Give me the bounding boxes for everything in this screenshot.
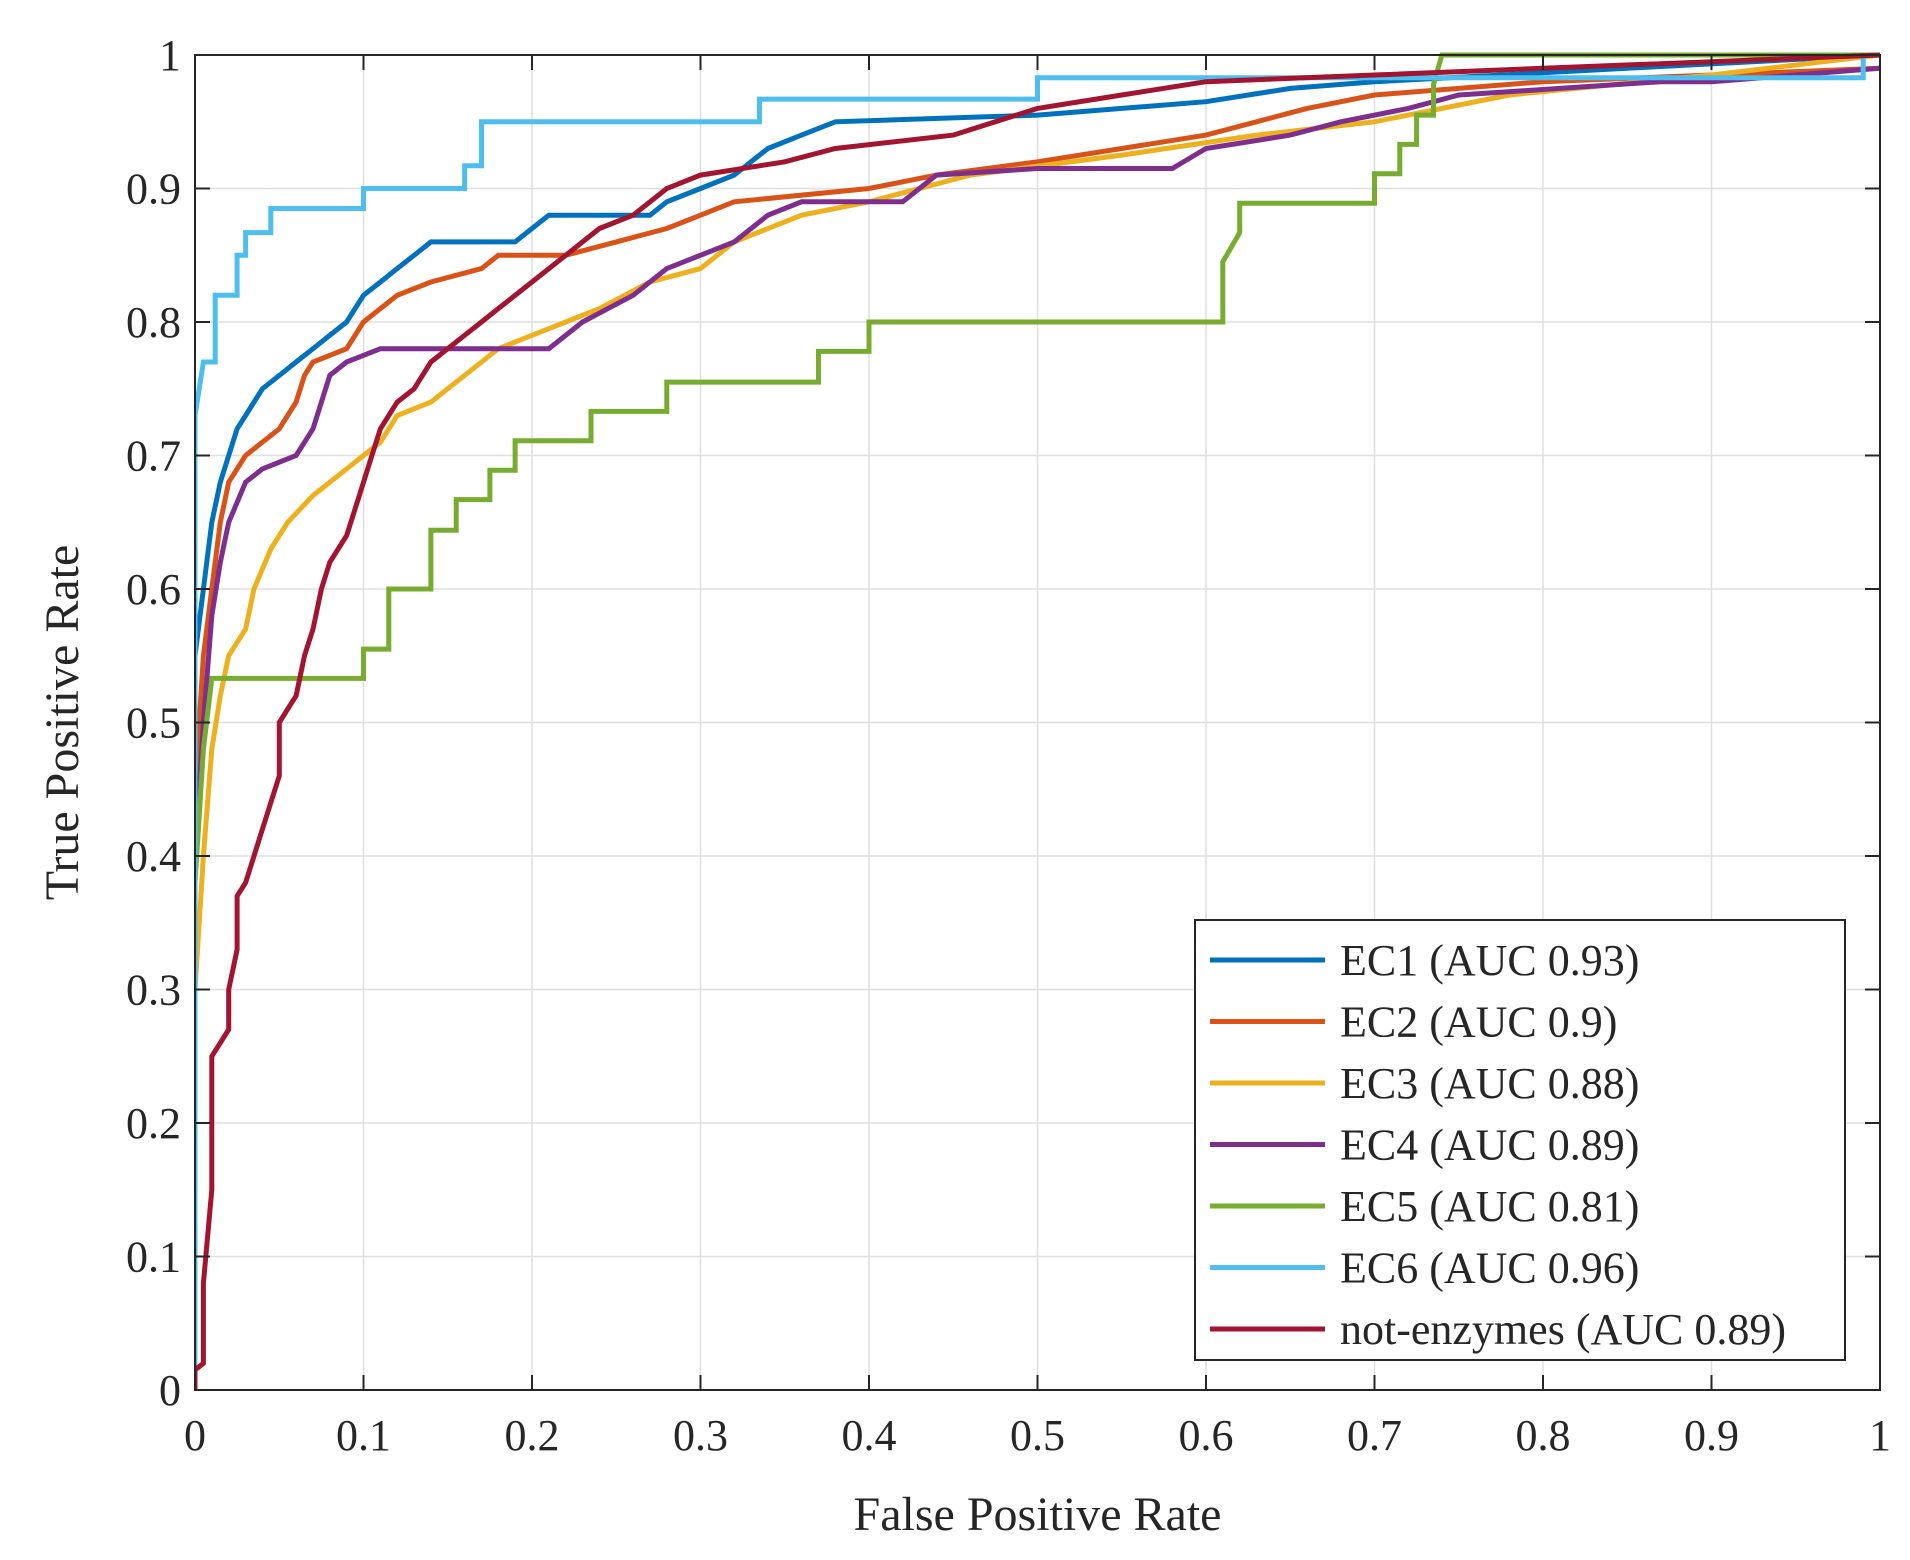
y-tick-label: 0.6	[126, 565, 181, 614]
legend-label-5: EC5 (AUC 0.81)	[1340, 1182, 1639, 1231]
y-tick-label: 0.5	[126, 699, 181, 748]
series-line-5	[195, 52, 1880, 1390]
x-axis-label: False Positive Rate	[854, 1488, 1222, 1541]
y-tick-label: 0.3	[126, 966, 181, 1015]
series-line-6	[195, 55, 1866, 1390]
legend-label-6: EC6 (AUC 0.96)	[1340, 1244, 1639, 1293]
legend-label-4: EC4 (AUC 0.89)	[1340, 1121, 1639, 1170]
x-tick-label: 0.8	[1516, 1411, 1571, 1460]
legend-items: EC1 (AUC 0.93) EC2 (AUC 0.9) EC3 (AUC 0.88…	[1210, 936, 1786, 1354]
series-line-2	[195, 65, 1880, 1390]
x-tick-label: 0	[184, 1411, 206, 1460]
y-tick-label: 0.2	[126, 1099, 181, 1148]
y-tick-label: 0.4	[126, 832, 181, 881]
legend-label-1: EC1 (AUC 0.93)	[1340, 936, 1639, 985]
x-tick-label: 0.7	[1347, 1411, 1402, 1460]
y-tick-label: 0.1	[126, 1233, 181, 1282]
axis-ticks: 0 0.1 0.2 0.3 0.4 0.5 0.6 0.7 0.8 0.9 1 0 0.1 0.2 0.3 0…	[126, 31, 1891, 1460]
x-tick-label: 0.9	[1684, 1411, 1739, 1460]
y-tick-label: 0	[159, 1366, 181, 1415]
y-tick-label: 0.8	[126, 298, 181, 347]
y-tick-label: 1	[159, 31, 181, 80]
series-line-3	[195, 52, 1880, 1390]
x-tick-label: 0.4	[842, 1411, 897, 1460]
y-tick-label: 0.9	[126, 165, 181, 214]
series-line-7	[195, 52, 1880, 1390]
series-lines	[195, 52, 1880, 1390]
legend-label-7: not-enzymes (AUC 0.89)	[1340, 1305, 1786, 1354]
x-tick-label: 0.5	[1010, 1411, 1065, 1460]
legend-box	[1194, 919, 1846, 1361]
y-tick-label: 0.7	[126, 432, 181, 481]
y-axis-label: True Positive Rate	[36, 545, 89, 901]
legend: EC1 (AUC 0.93) EC2 (AUC 0.9) EC3 (AUC 0.88…	[1194, 919, 1846, 1361]
x-tick-label: 0.6	[1179, 1411, 1234, 1460]
legend-label-2: EC2 (AUC 0.9)	[1340, 998, 1617, 1047]
x-tick-label: 0.2	[505, 1411, 560, 1460]
x-tick-label: 0.3	[673, 1411, 728, 1460]
x-tick-label: 1	[1869, 1411, 1891, 1460]
legend-label-3: EC3 (AUC 0.88)	[1340, 1059, 1639, 1108]
x-tick-label: 0.1	[336, 1411, 391, 1460]
series-line-4	[195, 65, 1880, 1390]
series-line-1	[195, 52, 1880, 1390]
